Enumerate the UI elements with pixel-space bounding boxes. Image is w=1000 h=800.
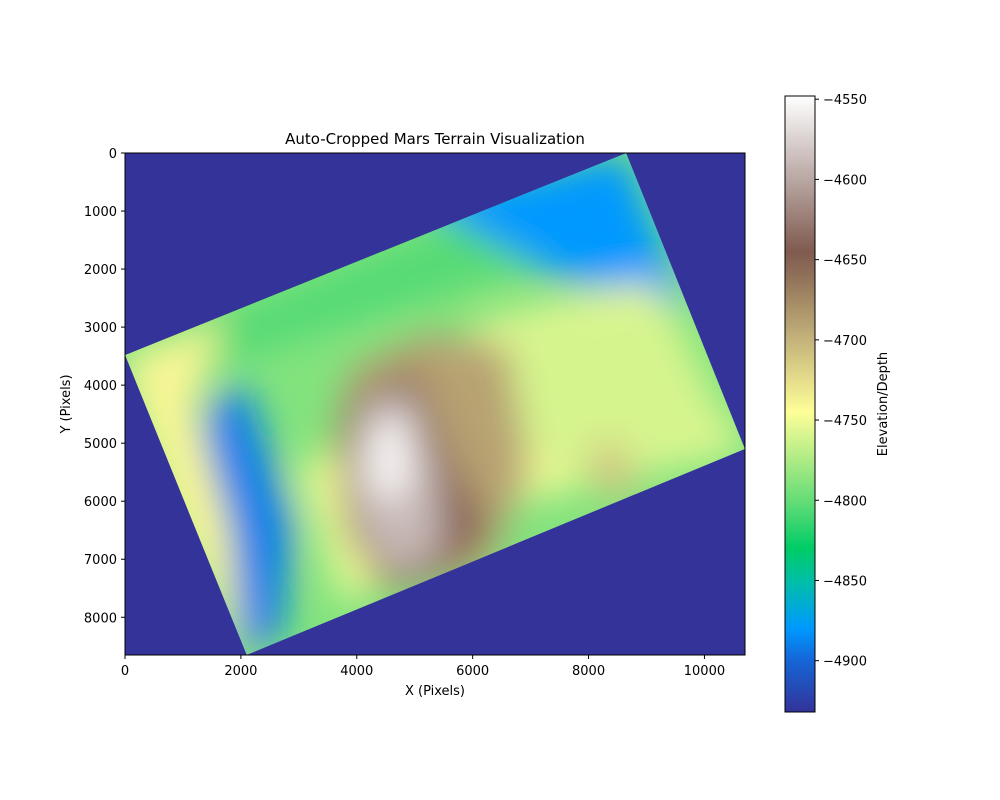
- terrain-east-knob: [582, 437, 641, 502]
- y-tick-label: 6000: [84, 495, 117, 510]
- y-axis-label: Y (Pixels): [59, 374, 74, 434]
- colorbar-tick-label: −4750: [823, 414, 867, 429]
- colorbar-tick-label: −4800: [823, 494, 867, 509]
- terrain-image: [125, 153, 745, 655]
- x-tick-label: 0: [121, 664, 129, 679]
- x-tick-label: 4000: [340, 664, 373, 679]
- y-axis: 0 1000 2000 3000 4000 5000 6000 7000 8000: [84, 147, 125, 626]
- y-tick-label: 0: [109, 147, 117, 162]
- colorbar-tick-label: −4850: [823, 574, 867, 589]
- colorbar-label: Elevation/Depth: [876, 352, 891, 456]
- x-tick-label: 10000: [684, 664, 725, 679]
- colorbar-axis: −4550 −4600 −4650 −4700 −4750 −4800 −4850 −4900: [815, 93, 867, 670]
- colorbar-tick-label: −4600: [823, 173, 867, 188]
- x-tick-label: 6000: [456, 664, 489, 679]
- y-tick-label: 4000: [84, 379, 117, 394]
- colorbar-tick-label: −4700: [823, 334, 867, 349]
- y-tick-label: 8000: [84, 611, 117, 626]
- colorbar-tick-label: −4550: [823, 93, 867, 108]
- y-tick-label: 3000: [84, 321, 117, 336]
- colorbar-tick-label: −4900: [823, 655, 867, 670]
- x-axis-label: X (Pixels): [405, 684, 465, 699]
- y-tick-label: 5000: [84, 437, 117, 452]
- colorbar: [784, 95, 816, 713]
- y-tick-label: 2000: [84, 263, 117, 278]
- terrain-mound-peak: [368, 414, 412, 507]
- y-tick-label: 7000: [84, 553, 117, 568]
- terrain-east-plain: [501, 292, 734, 490]
- x-tick-label: 8000: [572, 664, 605, 679]
- y-tick-label: 1000: [84, 205, 117, 220]
- x-tick-label: 2000: [224, 664, 257, 679]
- chart-title: Auto-Cropped Mars Terrain Visualization: [285, 130, 585, 148]
- x-axis: 0 2000 4000 6000 8000 10000: [121, 655, 725, 679]
- colorbar-tick-label: −4650: [823, 254, 867, 269]
- axes-frame: [124, 152, 746, 656]
